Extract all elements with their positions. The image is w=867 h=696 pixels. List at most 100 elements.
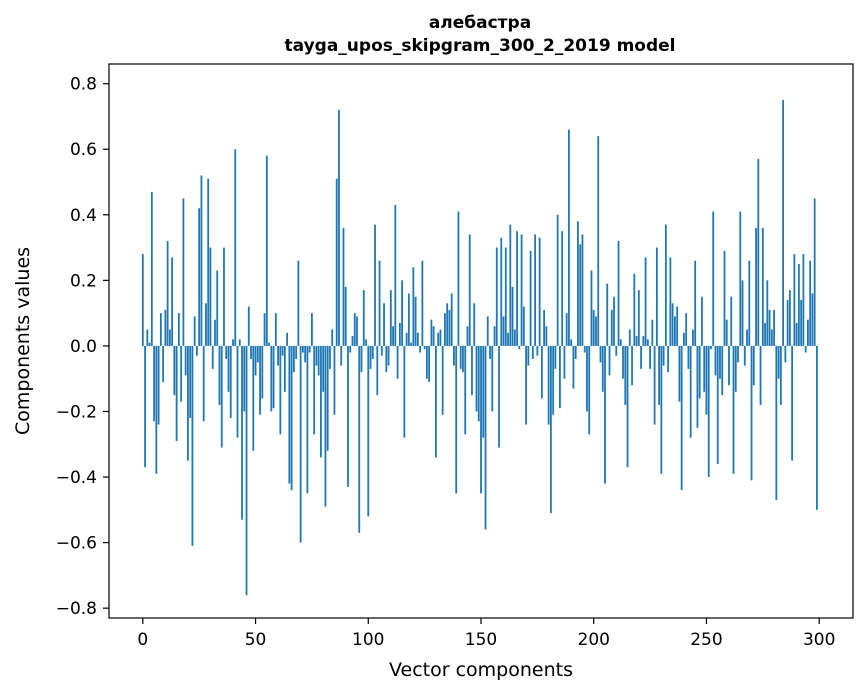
bar [234,149,237,346]
bar [687,345,690,369]
bar [320,345,322,458]
bar [694,260,697,346]
bar [495,247,498,346]
bar [153,345,155,422]
bar [311,313,313,346]
bar [559,345,561,409]
bar [743,345,746,366]
bar [227,345,230,392]
bar [622,345,624,379]
bar [477,345,480,422]
bar [243,345,246,412]
bar [232,339,234,346]
bar [421,260,424,346]
bar [516,231,518,346]
bar [534,234,537,346]
bar [633,273,636,346]
bar [425,345,428,379]
bar [592,309,595,346]
bar [768,309,771,346]
bar [556,214,559,346]
bar [673,316,676,346]
bars-group [141,100,818,596]
bar [615,345,618,356]
bar [205,303,207,346]
bar [574,345,577,360]
x-tick-label: 150 [465,630,497,650]
bar [719,345,721,379]
bar [198,208,201,346]
bar [500,237,503,346]
bar [624,345,627,405]
bar [344,286,347,346]
bar [389,290,392,346]
bar [430,319,433,346]
bar [229,345,232,419]
bar [254,345,257,376]
bar [707,345,710,478]
bar [407,293,410,346]
bar [482,345,485,438]
bar [261,345,264,399]
bar [518,345,521,350]
bar [292,345,295,373]
x-tick-label: 200 [578,630,610,650]
bar [159,313,162,346]
bar [601,345,604,392]
bar [655,247,658,346]
bar [211,345,214,369]
bar [701,296,703,346]
bar [196,345,198,356]
y-axis-ticks: −0.8 −0.6 −0.4 −0.2 0.0 0.2 0.4 0.6 0.8 [56,75,109,619]
bar [554,345,557,369]
bar [272,345,275,409]
bar [358,345,361,533]
bar [680,345,683,491]
bar [766,280,769,346]
bar [308,345,311,353]
bar [572,345,575,389]
bar [295,345,298,360]
bar [536,345,539,356]
bar [446,303,449,346]
bar [583,345,586,353]
bar [617,241,620,346]
bar [613,296,615,346]
x-tick-label: 100 [352,630,384,650]
bar [164,309,167,346]
bar [721,345,724,396]
bar [770,329,773,346]
bar [586,345,588,412]
bar [439,329,442,346]
bar [338,109,340,346]
bar [502,316,505,346]
bar [577,221,579,346]
bar [797,263,800,346]
bar [457,211,460,346]
bar [455,345,458,494]
bar [432,326,435,346]
bar [187,345,189,461]
bar [764,322,766,346]
bar [565,313,568,346]
bar [290,345,293,491]
bar [155,345,158,474]
bar [590,270,593,346]
bar [180,345,183,402]
bar [653,345,656,425]
bar [811,293,814,346]
bar [146,329,149,346]
bar [513,329,516,346]
bar [809,260,812,346]
bar [419,345,422,353]
bar [144,345,146,468]
bar [394,204,397,346]
bar [378,260,381,346]
y-tick-label: 0.0 [70,337,97,357]
bar [689,345,692,438]
bar [493,326,496,346]
bar [342,227,345,346]
bar [649,345,651,369]
bar [588,345,591,435]
bar [484,345,487,530]
